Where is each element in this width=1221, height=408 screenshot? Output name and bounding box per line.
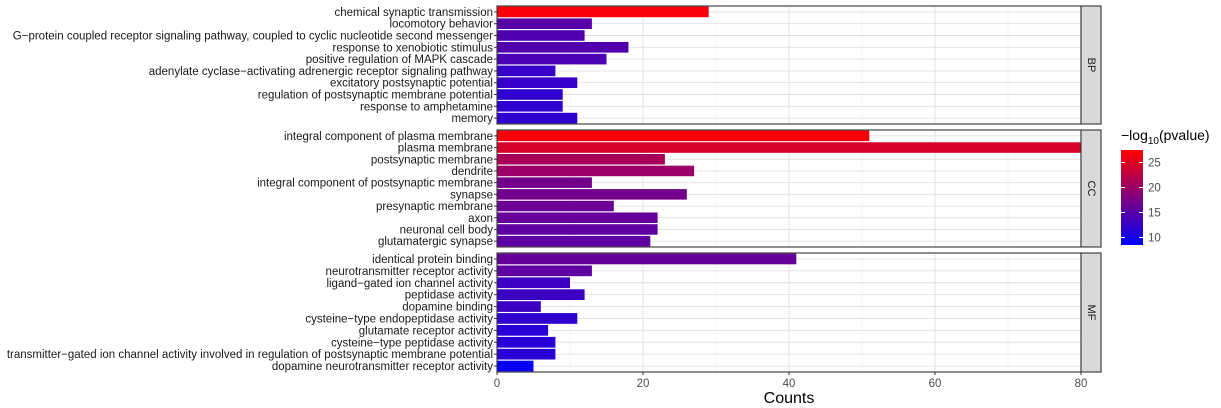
bar (497, 30, 585, 41)
category-label: integral component of postsynaptic membr… (257, 178, 493, 190)
category-label: response to amphetamine (360, 101, 493, 113)
category-label: peptidase activity (405, 290, 493, 302)
x-tick-label: 0 (494, 378, 500, 390)
bar (497, 177, 592, 188)
bar (497, 236, 650, 247)
bar (497, 337, 555, 348)
category-label: excitatory postsynaptic potential (330, 78, 493, 90)
bar (497, 201, 614, 212)
bar (497, 301, 541, 312)
category-label: presynaptic membrane (376, 201, 493, 213)
x-axis: Counts 0 20 40 60 80 (494, 372, 1088, 407)
bar (497, 325, 548, 336)
bar (497, 54, 607, 65)
legend-tick-label: 25 (1148, 158, 1161, 170)
bar (497, 277, 570, 288)
category-label: response to xenobiotic stimulus (333, 42, 494, 54)
bar (497, 212, 658, 223)
legend-tick-label: 20 (1148, 183, 1161, 195)
x-tick-label: 40 (783, 378, 796, 390)
category-label: locomotory behavior (389, 19, 493, 31)
bar (497, 254, 796, 265)
category-label: glutamatergic synapse (378, 236, 493, 248)
category-label: postsynaptic membrane (371, 154, 493, 166)
category-label: adenylate cyclase−activating adrenergic … (149, 66, 493, 78)
category-label: identical protein binding (372, 254, 493, 266)
legend-title: −log10(pvalue) (1121, 127, 1210, 147)
bar (497, 18, 592, 29)
category-label: neuronal cell body (400, 224, 494, 236)
category-label: synapse (450, 189, 493, 201)
bar (497, 77, 577, 88)
category-label: chemical synaptic transmission (334, 7, 493, 19)
category-label: regulation of postsynaptic membrane pote… (258, 90, 493, 102)
panel-mf: identical protein bindingneurotransmitte… (7, 253, 1101, 373)
bar (497, 154, 665, 165)
panel-bp: chemical synaptic transmissionlocomotory… (13, 6, 1101, 125)
category-label: positive regulation of MAPK cascade (306, 54, 493, 66)
category-label: axon (468, 213, 493, 225)
category-label: neurotransmitter receptor activity (326, 266, 494, 278)
category-label: integral component of plasma membrane (284, 131, 493, 143)
facet-label: MF (1085, 305, 1097, 321)
bar (497, 313, 577, 324)
facet-label: BP (1085, 58, 1097, 73)
category-label: cysteine−type endopeptidase activity (305, 313, 493, 325)
facet-label: CC (1085, 181, 1097, 197)
panels-layer: chemical synaptic transmissionlocomotory… (7, 6, 1101, 373)
bar (497, 89, 563, 100)
x-axis-title: Counts (764, 390, 815, 407)
bar (497, 166, 694, 177)
legend-tick-label: 15 (1148, 208, 1161, 220)
category-label: dendrite (451, 166, 493, 178)
category-label: dopamine neurotransmitter receptor activ… (272, 361, 493, 373)
x-tick-label: 80 (1075, 378, 1088, 390)
x-tick-label: 20 (637, 378, 650, 390)
legend-tick-label: 10 (1148, 233, 1161, 245)
category-label: G−protein coupled receptor signaling pat… (13, 31, 493, 43)
color-legend: −log10(pvalue) 10 15 20 25 (1121, 127, 1210, 245)
bar (497, 142, 1081, 153)
category-label: cysteine−type peptidase activity (331, 337, 493, 349)
bar (497, 113, 577, 124)
bar (497, 42, 628, 53)
bar (497, 361, 534, 372)
bar (497, 66, 555, 77)
bar (497, 131, 869, 142)
category-label: transmitter−gated ion channel activity i… (7, 349, 493, 361)
bar (497, 265, 592, 276)
legend-colorbar (1121, 150, 1143, 245)
x-tick-label: 60 (929, 378, 942, 390)
category-label: glutamate receptor activity (359, 325, 493, 337)
bar (497, 101, 563, 112)
category-label: ligand−gated ion channel activity (326, 278, 493, 290)
bar (497, 224, 658, 235)
category-label: memory (451, 113, 493, 125)
bar (497, 189, 687, 200)
bar (497, 289, 585, 300)
category-label: dopamine binding (402, 302, 493, 314)
panel-cc: integral component of plasma membranepla… (257, 130, 1101, 248)
category-label: plasma membrane (398, 143, 493, 155)
bar (497, 7, 709, 18)
bar (497, 349, 555, 360)
